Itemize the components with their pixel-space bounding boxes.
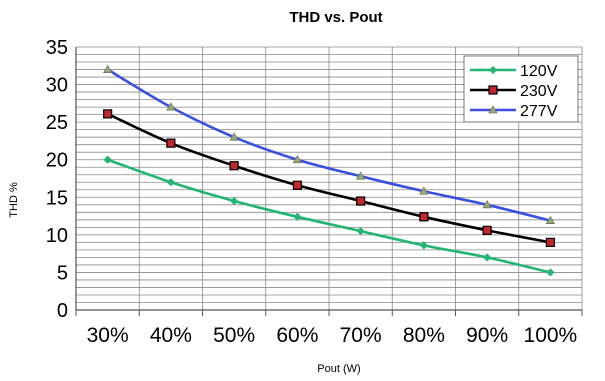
legend-label-230V: 230V xyxy=(520,83,558,100)
data-point-120V xyxy=(546,268,555,277)
x-tick-label: 70% xyxy=(340,324,382,347)
data-point-230V xyxy=(545,237,555,247)
data-point-230V xyxy=(419,212,429,222)
data-point-277V xyxy=(102,64,113,73)
y-tick-labels: 0 5 10 15 20 25 30 35 xyxy=(46,37,68,322)
data-point-120V xyxy=(356,227,365,236)
data-point-277V xyxy=(545,215,556,224)
data-point-120V xyxy=(103,155,112,164)
data-point-230V xyxy=(482,225,492,235)
y-tick-label: 5 xyxy=(57,262,68,284)
data-point-277V xyxy=(166,102,176,111)
y-axis-label: THD % xyxy=(8,182,20,218)
data-point-230V xyxy=(229,161,239,171)
data-point-120V xyxy=(419,241,428,250)
data-point-277V xyxy=(292,154,303,164)
y-tick-label: 15 xyxy=(46,187,68,209)
data-point-120V xyxy=(166,178,175,187)
data-point-277V xyxy=(355,171,366,180)
x-tick-label: 50% xyxy=(213,324,255,347)
legend-marker-230V xyxy=(488,85,498,95)
data-point-277V xyxy=(419,186,429,195)
data-point-230V xyxy=(103,109,113,119)
data-point-277V xyxy=(229,132,239,141)
legend-label-277V: 277V xyxy=(520,103,558,120)
x-tick-label: 30% xyxy=(87,324,129,347)
chart-title: THD vs. Pout xyxy=(289,9,382,26)
data-point-230V xyxy=(356,196,366,206)
data-point-120V xyxy=(293,212,302,221)
series-lines xyxy=(102,64,556,277)
y-tick-label: 30 xyxy=(46,75,68,97)
data-point-277V xyxy=(482,199,492,209)
y-tick-label: 0 xyxy=(57,300,68,322)
data-point-120V xyxy=(230,196,239,206)
x-tick-label: 60% xyxy=(276,324,318,347)
x-tick-label: 40% xyxy=(150,324,192,347)
data-point-230V xyxy=(166,138,176,148)
legend-label-120V: 120V xyxy=(520,63,558,80)
axes xyxy=(75,47,583,316)
data-point-230V xyxy=(292,180,302,190)
series-line-120V xyxy=(107,158,551,274)
x-axis-label: Pout (W) xyxy=(317,363,360,375)
y-tick-label: 35 xyxy=(46,37,68,59)
legend: 120V 230V 277V xyxy=(463,55,579,123)
y-tick-label: 20 xyxy=(46,150,68,172)
x-tick-label: 80% xyxy=(403,324,445,347)
series-line-230V xyxy=(107,112,551,244)
x-tick-label: 100% xyxy=(524,324,578,347)
y-tick-label: 10 xyxy=(46,225,68,247)
x-tick-labels: 30% 40% 50% 60% 70% 80% 90% 100% xyxy=(87,324,578,347)
grid xyxy=(76,46,582,311)
legend-marker-277V xyxy=(488,105,498,114)
y-tick-label: 25 xyxy=(46,112,68,134)
legend-marker-120V xyxy=(488,65,498,75)
data-point-120V xyxy=(483,253,492,262)
x-tick-label: 90% xyxy=(466,324,508,347)
series-line-277V xyxy=(106,68,551,222)
